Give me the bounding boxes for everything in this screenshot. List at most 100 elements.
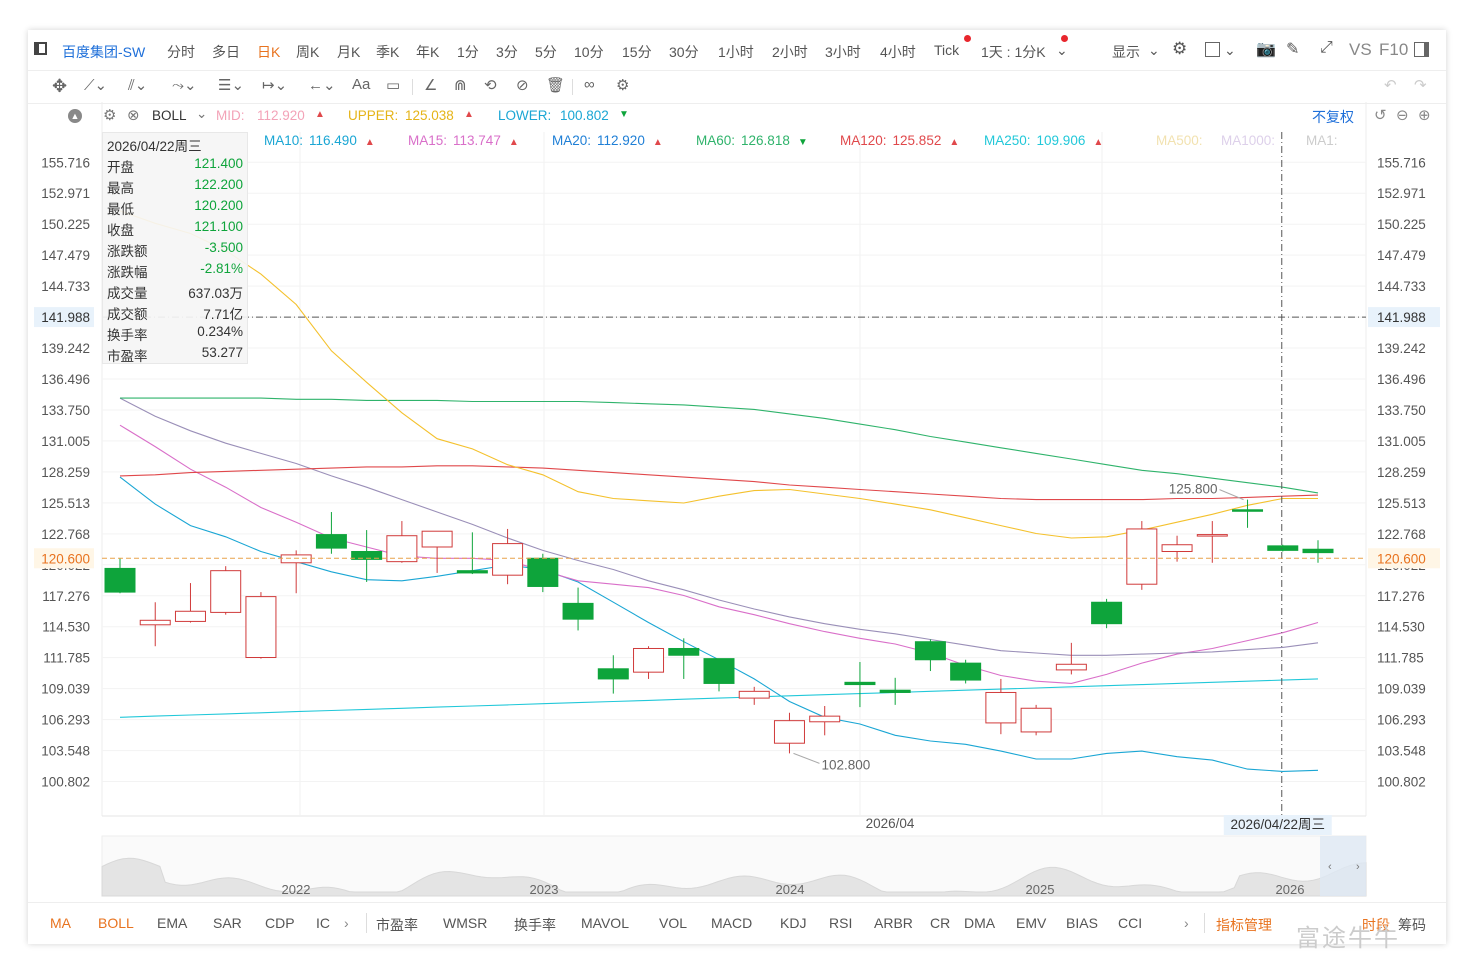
period-tab[interactable]: 4小时 xyxy=(880,44,916,60)
ohlc-value: 122.200 xyxy=(194,177,243,192)
overlays: 141.988 141.988 120.600 120.600 125.800 102.8… xyxy=(34,132,1440,835)
period-tab[interactable]: 3小时 xyxy=(825,44,861,60)
stock-name[interactable]: 百度集团-SW xyxy=(62,44,146,60)
collapse-icon[interactable]: ▲ xyxy=(68,109,82,123)
indicator-tab[interactable]: CR xyxy=(930,915,951,931)
indicator-tab[interactable]: ARBR xyxy=(874,915,913,931)
redo-icon[interactable]: ↷ xyxy=(1414,77,1427,94)
draw-settings-icon[interactable]: ⚙ xyxy=(616,77,630,94)
period-tab[interactable]: 30分 xyxy=(669,44,699,60)
period-tab[interactable]: 5分 xyxy=(535,44,557,60)
period-tab[interactable]: 分时 xyxy=(167,44,195,60)
ma-arrow-icon: ▲ xyxy=(508,137,519,148)
f10-button[interactable]: F10 xyxy=(1379,40,1409,59)
move-icon[interactable]: ✥ xyxy=(52,76,68,96)
sidebar-toggle-icon[interactable] xyxy=(1414,42,1429,57)
indicator-tab[interactable]: RSI xyxy=(829,915,853,931)
ohlc-row: 涨跌幅 -2.81% xyxy=(107,261,243,282)
box-chevron-icon[interactable]: ⌄ xyxy=(1224,42,1236,58)
period-tab[interactable]: 周K xyxy=(296,44,320,60)
period-tab[interactable]: 1分 xyxy=(457,44,479,60)
period-tab[interactable]: 1小时 xyxy=(718,44,754,60)
link-icon[interactable]: ∞ xyxy=(584,76,595,93)
period-tab[interactable]: 2小时 xyxy=(772,44,808,60)
extra-tab[interactable]: 筹码 xyxy=(1398,917,1426,933)
indicator-tab[interactable]: BIAS xyxy=(1066,915,1098,931)
zoom-out-icon[interactable]: ⊖ xyxy=(1396,107,1409,124)
period-tab[interactable]: 多日 xyxy=(212,44,240,60)
settings-icon[interactable]: ⚙ xyxy=(1172,39,1188,58)
period-tab[interactable]: 季K xyxy=(376,44,400,60)
measure-tool-icon[interactable]: ↦⌄ xyxy=(262,77,288,94)
vs-button[interactable]: VS xyxy=(1349,40,1372,59)
upper-arrow-icon: ▲ xyxy=(464,109,474,120)
period-tab[interactable]: 15分 xyxy=(622,44,652,60)
display-chevron-icon[interactable]: ⌄ xyxy=(1148,42,1160,58)
tabs-scroll-right-icon[interactable]: › xyxy=(1184,915,1189,931)
candlestick-chart[interactable]: 155.716152.971150.225147.479144.733141.9… xyxy=(28,30,1446,902)
indicator-tab[interactable]: VOL xyxy=(659,915,688,931)
magnet-icon[interactable]: ⋒ xyxy=(454,77,467,94)
text-tool-icon[interactable]: Aa xyxy=(352,76,371,93)
extra-tab[interactable]: 时段 xyxy=(1362,917,1390,933)
indicator-tab[interactable]: DMA xyxy=(964,915,996,931)
indicator-tab[interactable]: MA xyxy=(50,915,71,931)
period-tab[interactable]: 月K xyxy=(337,44,361,60)
tabs-scroll-right-icon[interactable]: › xyxy=(344,915,349,931)
period-tab[interactable]: 10分 xyxy=(574,44,604,60)
pen-icon[interactable]: ✎ xyxy=(1286,41,1300,58)
y-tick-label-right: 131.005 xyxy=(1377,434,1426,449)
period-tab[interactable]: 日K xyxy=(257,44,281,60)
period-tab[interactable]: 3分 xyxy=(496,44,518,60)
y-tick-label-left: 133.750 xyxy=(41,403,90,418)
indicator-tab[interactable]: MACD xyxy=(711,915,753,931)
note-tool-icon[interactable]: ▭ xyxy=(386,77,401,94)
display-menu[interactable]: 显示 xyxy=(1112,44,1140,60)
indicator-tab[interactable]: EMV xyxy=(1016,915,1047,931)
fullscreen-icon[interactable]: ⤢ xyxy=(1320,39,1333,56)
indicator-tab[interactable]: KDJ xyxy=(780,915,807,931)
ohlc-value: 0.234% xyxy=(197,324,243,339)
line-tool-icon[interactable]: ⟋⌄ xyxy=(84,77,108,94)
indicator-tab[interactable]: CDP xyxy=(265,915,295,931)
delete-icon[interactable]: 🗑 xyxy=(546,77,566,94)
indicator-tab[interactable]: MAVOL xyxy=(581,915,629,931)
box-icon[interactable] xyxy=(1205,42,1220,57)
adjust-button[interactable]: 不复权 xyxy=(1312,109,1354,125)
indicator-tab[interactable]: IC xyxy=(316,915,330,931)
indicator-manage-button[interactable]: 指标管理 xyxy=(1216,917,1272,933)
hide-icon[interactable]: ⊘ xyxy=(516,77,529,94)
indicator-name[interactable]: BOLL xyxy=(152,108,187,123)
zoom-in-icon[interactable]: ⊕ xyxy=(1418,107,1431,124)
camera-icon[interactable]: 📷 xyxy=(1256,41,1276,58)
candle-body xyxy=(633,647,665,673)
indicator-tab[interactable]: SAR xyxy=(213,915,242,931)
indicator-settings-icon[interactable]: ⚙ xyxy=(103,107,117,124)
ma-arrow-icon: ▲ xyxy=(652,137,663,148)
layout-icon[interactable] xyxy=(34,42,47,55)
grid-lines xyxy=(101,102,1367,817)
indicator-tab[interactable]: BOLL xyxy=(98,915,134,931)
candle-body xyxy=(1091,601,1123,625)
ohlc-row: 换手率 0.234% xyxy=(107,324,243,345)
indicator-tab[interactable]: 市盈率 xyxy=(376,917,418,933)
arrow-tool-icon[interactable]: ←⌄ xyxy=(308,77,336,94)
indicator-tab[interactable]: CCI xyxy=(1118,915,1143,931)
indicator-tab[interactable]: WMSR xyxy=(443,915,488,931)
compare-selector[interactable]: 1天 : 1分K xyxy=(981,44,1046,60)
period-tab[interactable]: Tick xyxy=(934,42,960,58)
indicator-tab[interactable]: 换手率 xyxy=(514,917,556,933)
wave-tool-icon[interactable]: ⤳⌄ xyxy=(172,77,197,94)
angle-tool-icon[interactable]: ∠ xyxy=(424,77,438,94)
compare-chevron-icon[interactable]: ⌄ xyxy=(1056,42,1068,58)
reset-icon[interactable]: ↺ xyxy=(1374,107,1387,124)
indicator-tab[interactable]: EMA xyxy=(157,915,188,931)
toolbar-divider xyxy=(572,79,573,95)
fib-tool-icon[interactable]: ☰⌄ xyxy=(218,77,245,94)
indicator-close-icon[interactable]: ⊗ xyxy=(127,107,140,124)
channel-tool-icon[interactable]: ⫽⌄ xyxy=(128,77,148,94)
indicator-chevron-icon[interactable]: ⌄ xyxy=(196,106,208,121)
period-tab[interactable]: 年K xyxy=(416,44,440,60)
undo-icon[interactable]: ↶ xyxy=(1384,77,1397,94)
sync-icon[interactable]: ⟲ xyxy=(484,77,497,94)
